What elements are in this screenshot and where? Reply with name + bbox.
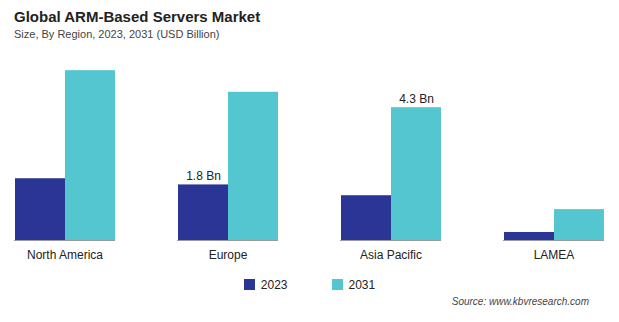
svg-text:LAMEA: LAMEA (534, 248, 575, 262)
html-text:Size, By Region, 2023, 2031 (U: Size, By Region, 2023, 2031 (USD Billion… (14, 28, 220, 40)
html-text:2023: 2023 (260, 278, 288, 292)
svg-text:4.3 Bn: 4.3 Bn (399, 92, 434, 106)
svg-text:North America: North America (27, 248, 103, 262)
svg-text:Europe: Europe (209, 248, 248, 262)
svg-text:Asia Pacific: Asia Pacific (360, 248, 422, 262)
html-text:Global ARM-Based Servers Marke: Global ARM-Based Servers Market (14, 8, 261, 25)
html-text:Source: www.kbvresearch.com: Source: www.kbvresearch.com (451, 296, 589, 307)
html-text:2031: 2031 (348, 278, 376, 292)
svg-text:1.8 Bn: 1.8 Bn (186, 169, 221, 183)
